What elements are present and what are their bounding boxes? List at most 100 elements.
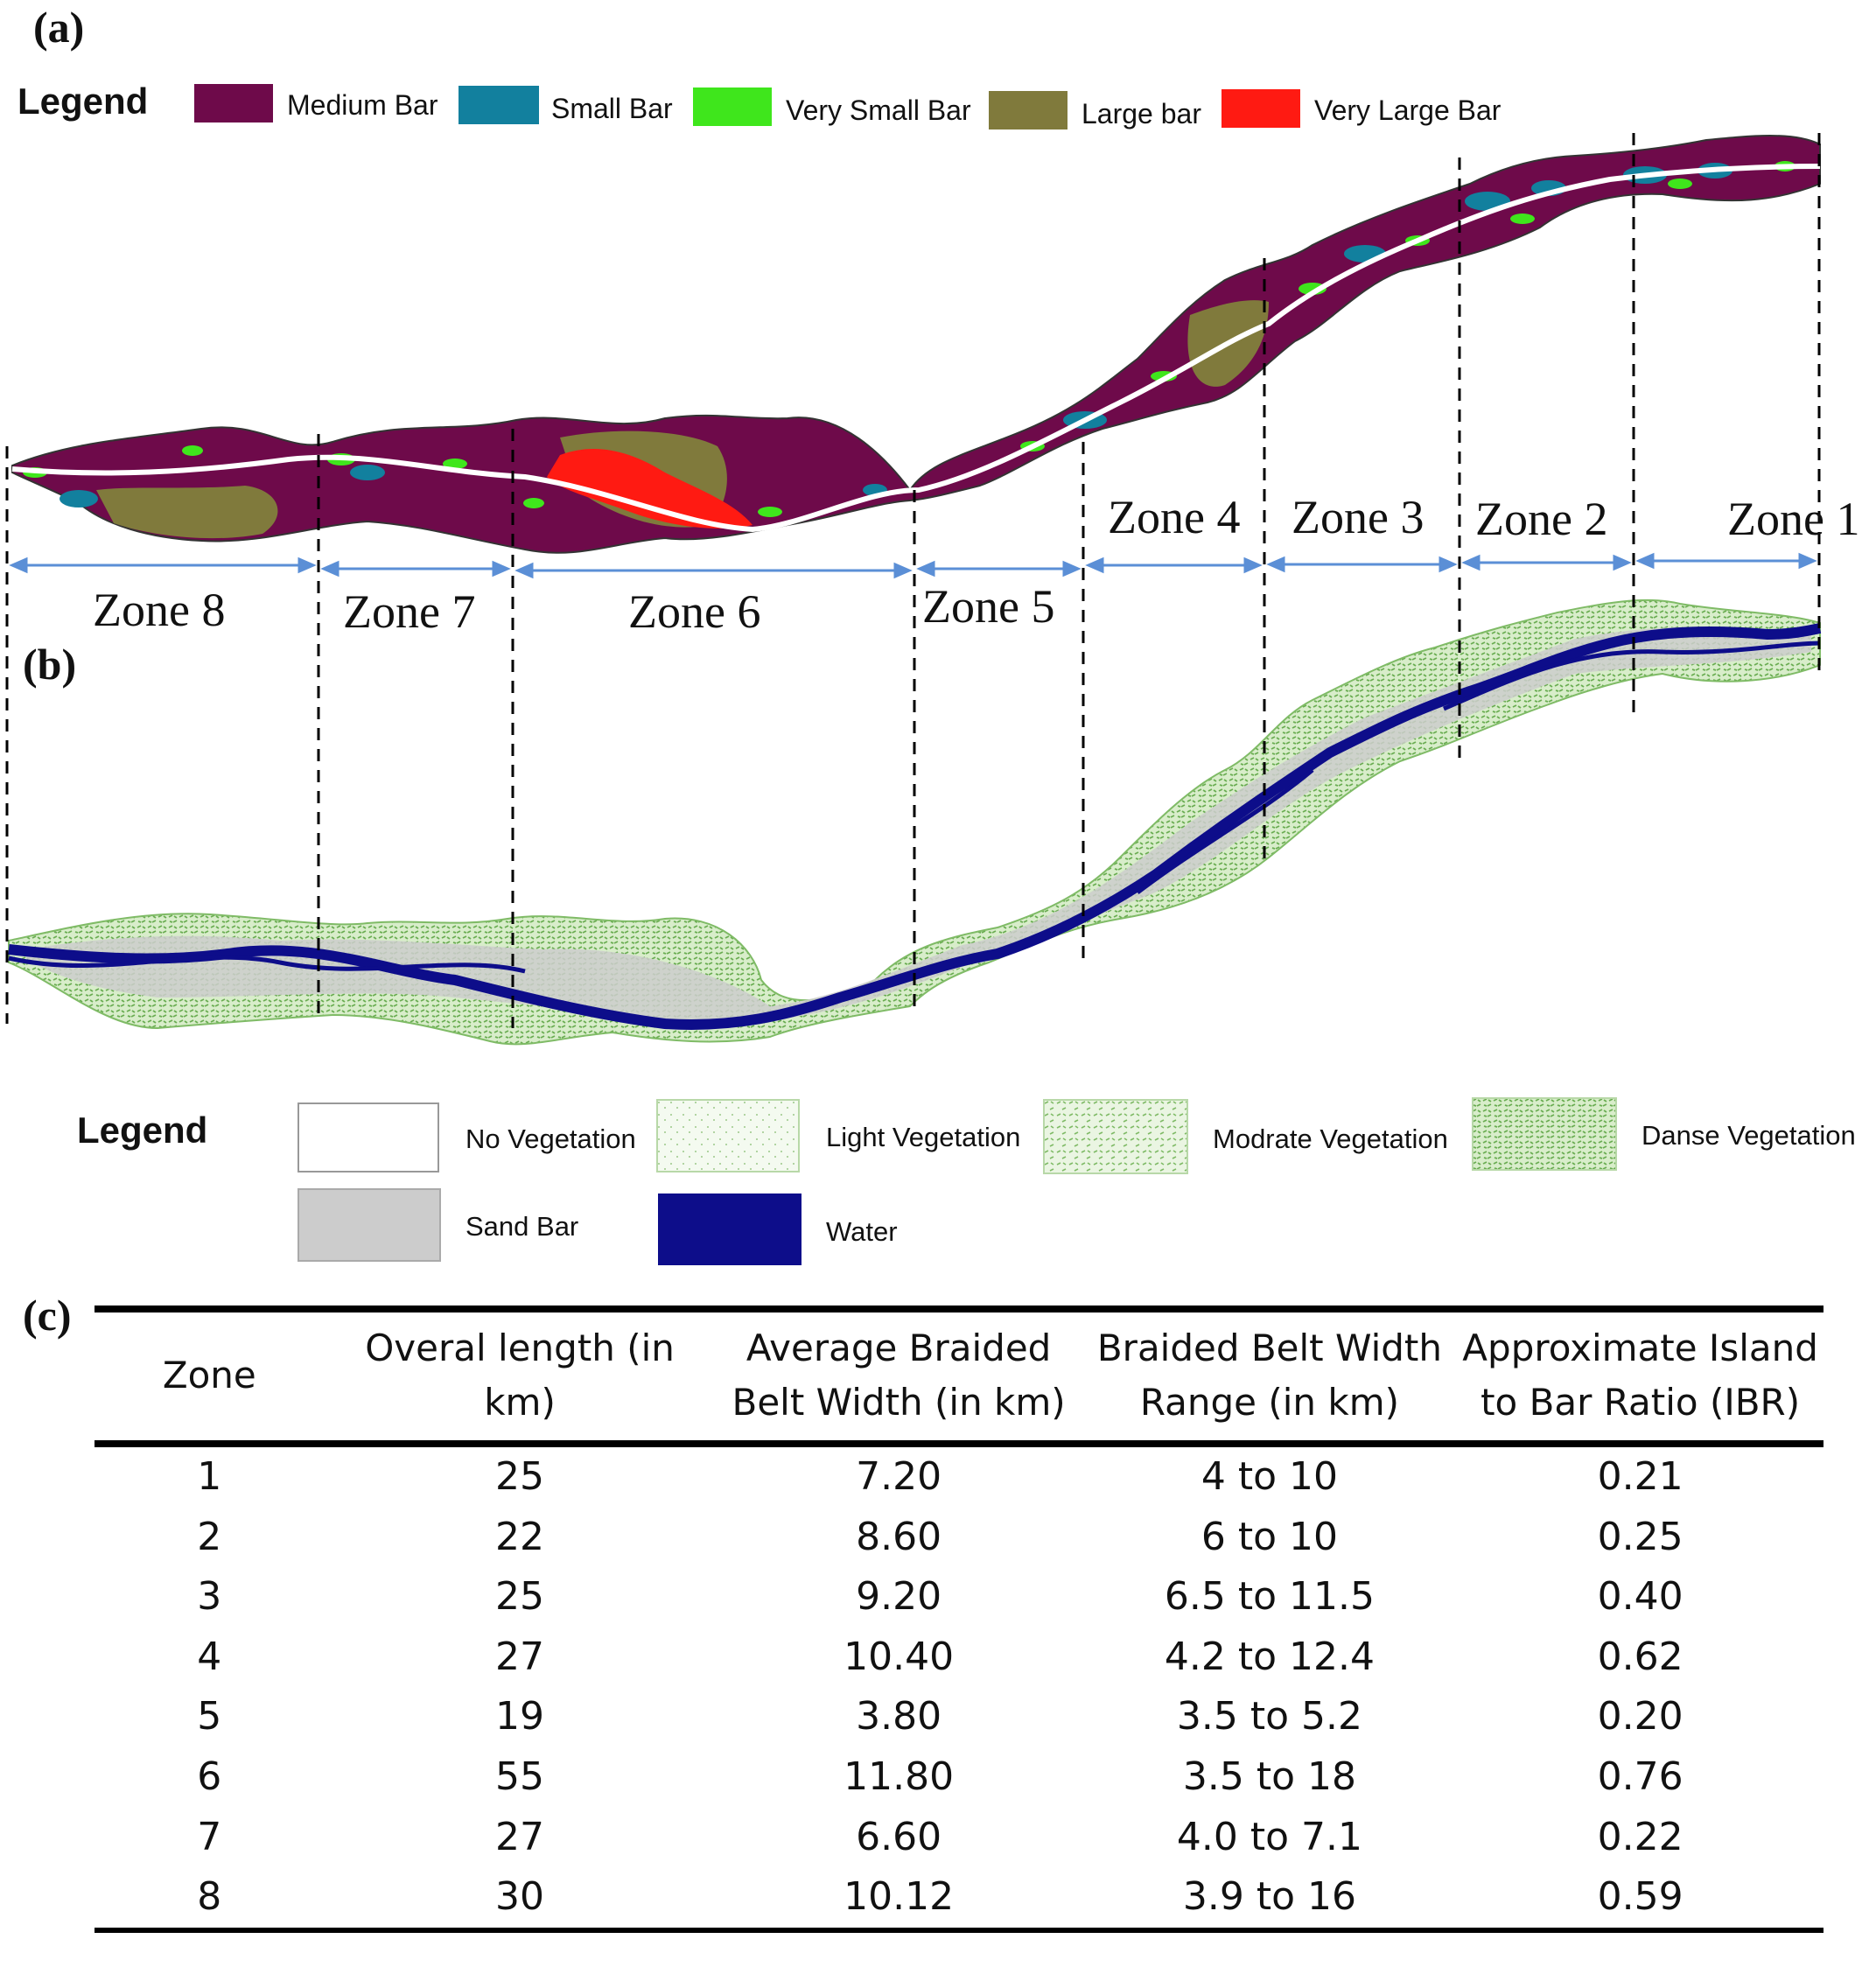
zone-label-2: Zone 2 — [1475, 493, 1608, 545]
cell-avg-width: 6.60 — [856, 1814, 942, 1859]
very-large-bar — [547, 448, 752, 529]
table-row: 1 25 7.20 4 to 10 0.21 — [94, 1444, 1824, 1508]
cell-width-range: 3.9 to 16 — [1182, 1874, 1356, 1920]
cell-ibr: 0.21 — [1597, 1454, 1684, 1499]
cell-avg-width: 7.20 — [856, 1454, 942, 1499]
legend-a-title: Legend — [18, 80, 149, 122]
table-row: 8 30 10.12 3.9 to 16 0.59 — [94, 1867, 1824, 1930]
cell-ibr: 0.25 — [1597, 1514, 1684, 1559]
legend-label-light-vegetation: Light Vegetation — [826, 1122, 1021, 1152]
zone-label-1: Zone 1 — [1727, 493, 1860, 545]
legend-swatch-large-bar — [989, 91, 1068, 130]
vegetation-map-panel-b — [8, 598, 1822, 1046]
cell-zone: 5 — [197, 1694, 222, 1740]
cell-width-range: 3.5 to 18 — [1182, 1754, 1356, 1799]
river-belt-outline — [11, 135, 1821, 554]
cell-zone: 6 — [197, 1754, 222, 1799]
table-row: 4 27 10.40 4.2 to 12.4 0.62 — [94, 1628, 1824, 1688]
vegetation-belt — [8, 598, 1821, 1046]
water-channel-secondary — [8, 640, 1821, 974]
cell-zone: 4 — [197, 1634, 222, 1679]
table-header-row: Zone Overal length (in km) Average Braid… — [94, 1309, 1824, 1444]
cell-zone: 3 — [197, 1574, 222, 1620]
col-header-zone: Zone — [162, 1354, 256, 1396]
zone-label-7: Zone 7 — [343, 585, 476, 638]
cell-ibr: 0.76 — [1597, 1754, 1684, 1799]
zone-label-5: Zone 5 — [922, 580, 1055, 633]
legend-swatch-very-small-bar — [693, 88, 772, 126]
cell-length: 55 — [495, 1754, 545, 1799]
legend-label-sand-bar: Sand Bar — [466, 1211, 579, 1242]
table-row: 7 27 6.60 4.0 to 7.1 0.22 — [94, 1808, 1824, 1868]
panel-b-label: (b) — [23, 640, 77, 689]
large-bar-zone8 — [96, 486, 278, 539]
cell-length: 19 — [495, 1694, 545, 1740]
legend-label-water: Water — [826, 1216, 898, 1247]
table-row: 3 25 9.20 6.5 to 11.5 0.40 — [94, 1567, 1824, 1628]
cell-length: 25 — [495, 1454, 545, 1499]
legend-label-very-large-bar: Very Large Bar — [1314, 94, 1502, 126]
legend-swatch-very-large-bar — [1222, 89, 1300, 128]
cell-length: 25 — [495, 1574, 545, 1620]
cell-width-range: 6 to 10 — [1200, 1514, 1339, 1559]
cell-avg-width: 3.80 — [856, 1694, 942, 1740]
cell-ibr: 0.59 — [1597, 1874, 1684, 1920]
zone-label-3: Zone 3 — [1292, 491, 1424, 543]
cell-avg-width: 8.60 — [856, 1514, 942, 1559]
col-header-width-range: Braided Belt Width Range (in km) — [1096, 1326, 1443, 1424]
legend-swatch-medium-bar — [194, 84, 273, 122]
cell-zone: 2 — [197, 1514, 222, 1559]
cell-width-range: 4.0 to 7.1 — [1176, 1814, 1362, 1859]
legend-label-large-bar: Large bar — [1082, 98, 1201, 130]
cell-length: 27 — [495, 1634, 545, 1679]
legend-label-small-bar: Small Bar — [551, 93, 673, 124]
legend-swatch-moderate-vegetation — [1043, 1099, 1188, 1174]
cell-length: 30 — [495, 1874, 545, 1920]
cell-width-range: 6.5 to 11.5 — [1164, 1574, 1375, 1620]
cell-avg-width: 9.20 — [856, 1574, 942, 1620]
legend-swatch-no-vegetation — [298, 1102, 439, 1172]
cell-ibr: 0.62 — [1597, 1634, 1684, 1679]
bar-map-panel-a — [11, 135, 1821, 554]
cell-zone: 1 — [197, 1454, 222, 1499]
legend-swatch-dense-vegetation — [1472, 1097, 1617, 1171]
table-row: 5 19 3.80 3.5 to 5.2 0.20 — [94, 1687, 1824, 1747]
legend-label-no-vegetation: No Vegetation — [466, 1124, 636, 1154]
table-row: 2 22 8.60 6 to 10 0.25 — [94, 1508, 1824, 1568]
cell-ibr: 0.22 — [1597, 1814, 1684, 1859]
zone-label-6: Zone 6 — [628, 585, 761, 638]
panel-c-label: (c) — [23, 1291, 72, 1340]
sand-bar-area — [26, 626, 1811, 1024]
cell-avg-width: 10.12 — [844, 1874, 955, 1920]
legend-swatch-light-vegetation — [656, 1099, 800, 1172]
cell-ibr: 0.40 — [1597, 1574, 1684, 1620]
cell-width-range: 4 to 10 — [1200, 1454, 1339, 1499]
legend-label-very-small-bar: Very Small Bar — [786, 94, 971, 126]
river-zone-figure — [5, 133, 1822, 1046]
cell-ibr: 0.20 — [1597, 1694, 1684, 1740]
col-header-avg-width: Average Braided Belt Width (in km) — [732, 1326, 1066, 1424]
cell-width-range: 4.2 to 12.4 — [1164, 1634, 1375, 1679]
cell-length: 22 — [495, 1514, 545, 1559]
legend-label-medium-bar: Medium Bar — [287, 89, 438, 121]
cell-avg-width: 10.40 — [844, 1634, 955, 1679]
table-body: 1 25 7.20 4 to 10 0.21 2 22 8.60 6 to 10 0.25 3 25 9… — [94, 1444, 1824, 1930]
legend-label-moderate-vegetation: Modrate Vegetation — [1213, 1124, 1448, 1154]
col-header-ibr: Approximate Island to Bar Ratio (IBR) — [1462, 1326, 1818, 1424]
legend-swatch-small-bar — [458, 86, 539, 124]
cell-avg-width: 11.80 — [844, 1754, 955, 1799]
legend-label-dense-vegetation: Danse Vegetation — [1642, 1120, 1856, 1151]
zone-arrows — [9, 552, 1817, 579]
zone-label-8: Zone 8 — [93, 584, 226, 636]
main-channel-a — [11, 164, 1821, 533]
zone-label-4: Zone 4 — [1108, 491, 1241, 543]
legend-b-title: Legend — [77, 1110, 208, 1151]
table-row: 6 55 11.80 3.5 to 18 0.76 — [94, 1747, 1824, 1808]
zone-statistics-table: Zone Overal length (in km) Average Braid… — [94, 1306, 1824, 1933]
cell-zone: 8 — [197, 1874, 222, 1920]
cell-zone: 7 — [197, 1814, 222, 1859]
panel-a-label: (a) — [33, 3, 85, 52]
zone-separators — [5, 133, 1821, 1028]
cell-width-range: 3.5 to 5.2 — [1176, 1694, 1362, 1740]
legend-swatch-water — [658, 1194, 802, 1265]
